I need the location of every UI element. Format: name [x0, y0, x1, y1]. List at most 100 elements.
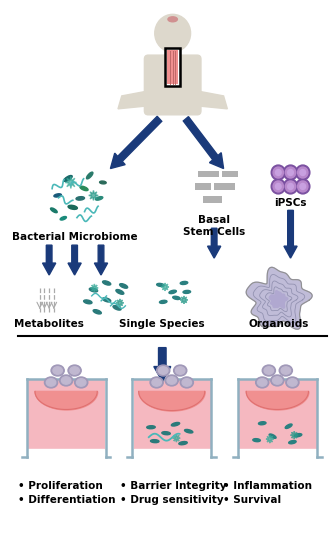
Polygon shape	[89, 190, 98, 200]
Ellipse shape	[288, 379, 297, 386]
Polygon shape	[154, 348, 171, 382]
Circle shape	[296, 165, 310, 180]
Ellipse shape	[179, 442, 187, 445]
Ellipse shape	[76, 379, 86, 386]
Circle shape	[155, 14, 191, 52]
Ellipse shape	[100, 181, 106, 184]
Polygon shape	[290, 431, 298, 439]
Circle shape	[276, 184, 281, 189]
Circle shape	[285, 167, 296, 178]
Ellipse shape	[150, 439, 159, 443]
Ellipse shape	[116, 289, 124, 294]
Ellipse shape	[60, 217, 66, 220]
Bar	[165, 48, 180, 86]
Circle shape	[300, 169, 306, 175]
Ellipse shape	[294, 433, 302, 437]
Ellipse shape	[169, 290, 176, 294]
Ellipse shape	[173, 296, 180, 300]
FancyBboxPatch shape	[144, 55, 201, 115]
Circle shape	[288, 169, 293, 175]
Ellipse shape	[168, 17, 177, 22]
Ellipse shape	[171, 422, 180, 426]
Polygon shape	[118, 91, 148, 109]
Ellipse shape	[165, 375, 178, 386]
Polygon shape	[197, 91, 227, 109]
Ellipse shape	[113, 306, 121, 310]
Bar	[222, 170, 238, 178]
Bar	[28, 449, 104, 456]
Polygon shape	[91, 284, 98, 292]
Ellipse shape	[51, 365, 64, 376]
Circle shape	[271, 179, 285, 194]
Ellipse shape	[162, 432, 170, 434]
Bar	[239, 381, 315, 449]
Bar	[133, 381, 210, 449]
Bar	[239, 449, 315, 456]
Ellipse shape	[120, 284, 127, 288]
Ellipse shape	[76, 197, 85, 200]
Circle shape	[284, 165, 297, 180]
Circle shape	[276, 169, 281, 175]
Circle shape	[271, 165, 285, 180]
Bar	[133, 449, 210, 456]
Ellipse shape	[75, 377, 88, 388]
Ellipse shape	[152, 379, 161, 386]
Ellipse shape	[150, 377, 163, 388]
Ellipse shape	[253, 439, 260, 442]
Bar	[167, 50, 178, 84]
Ellipse shape	[46, 379, 56, 386]
Ellipse shape	[256, 377, 269, 388]
Ellipse shape	[84, 300, 92, 304]
Ellipse shape	[50, 208, 57, 213]
Polygon shape	[284, 210, 297, 258]
Ellipse shape	[279, 365, 292, 376]
Ellipse shape	[93, 310, 101, 314]
Polygon shape	[161, 283, 169, 291]
Text: Metabolites: Metabolites	[14, 319, 84, 329]
Ellipse shape	[59, 375, 73, 386]
Text: • Inflammation: • Inflammation	[223, 481, 312, 491]
Text: • Drug sensitivity: • Drug sensitivity	[120, 495, 223, 505]
Ellipse shape	[44, 377, 58, 388]
Ellipse shape	[80, 186, 88, 191]
Ellipse shape	[281, 367, 290, 374]
Text: Single Species: Single Species	[120, 319, 205, 329]
Ellipse shape	[262, 365, 276, 376]
Ellipse shape	[167, 377, 176, 384]
Text: Basal
Stem Cells: Basal Stem Cells	[183, 215, 245, 237]
Polygon shape	[269, 291, 288, 308]
Ellipse shape	[68, 365, 81, 376]
Ellipse shape	[103, 281, 111, 285]
Text: • Survival: • Survival	[223, 495, 281, 505]
Ellipse shape	[68, 205, 77, 210]
Polygon shape	[180, 296, 188, 304]
Polygon shape	[173, 434, 180, 442]
Polygon shape	[208, 228, 221, 258]
Ellipse shape	[182, 379, 192, 386]
Text: • Proliferation: • Proliferation	[18, 481, 103, 491]
Ellipse shape	[53, 367, 62, 374]
Polygon shape	[266, 435, 274, 443]
Polygon shape	[35, 392, 97, 409]
Polygon shape	[68, 245, 81, 275]
Ellipse shape	[103, 298, 111, 302]
Ellipse shape	[180, 377, 194, 388]
Circle shape	[284, 179, 297, 194]
Ellipse shape	[158, 367, 168, 374]
Ellipse shape	[273, 377, 282, 384]
Ellipse shape	[61, 377, 71, 384]
Ellipse shape	[183, 290, 191, 293]
Polygon shape	[65, 177, 76, 189]
Polygon shape	[111, 116, 162, 168]
Ellipse shape	[180, 282, 188, 284]
Ellipse shape	[157, 283, 164, 287]
Circle shape	[273, 181, 284, 192]
Ellipse shape	[157, 365, 170, 376]
Text: Organoids: Organoids	[248, 319, 308, 329]
Ellipse shape	[289, 441, 296, 444]
Bar	[214, 184, 235, 190]
Ellipse shape	[269, 434, 276, 438]
Polygon shape	[94, 245, 108, 275]
Ellipse shape	[96, 196, 103, 200]
Ellipse shape	[147, 426, 155, 429]
